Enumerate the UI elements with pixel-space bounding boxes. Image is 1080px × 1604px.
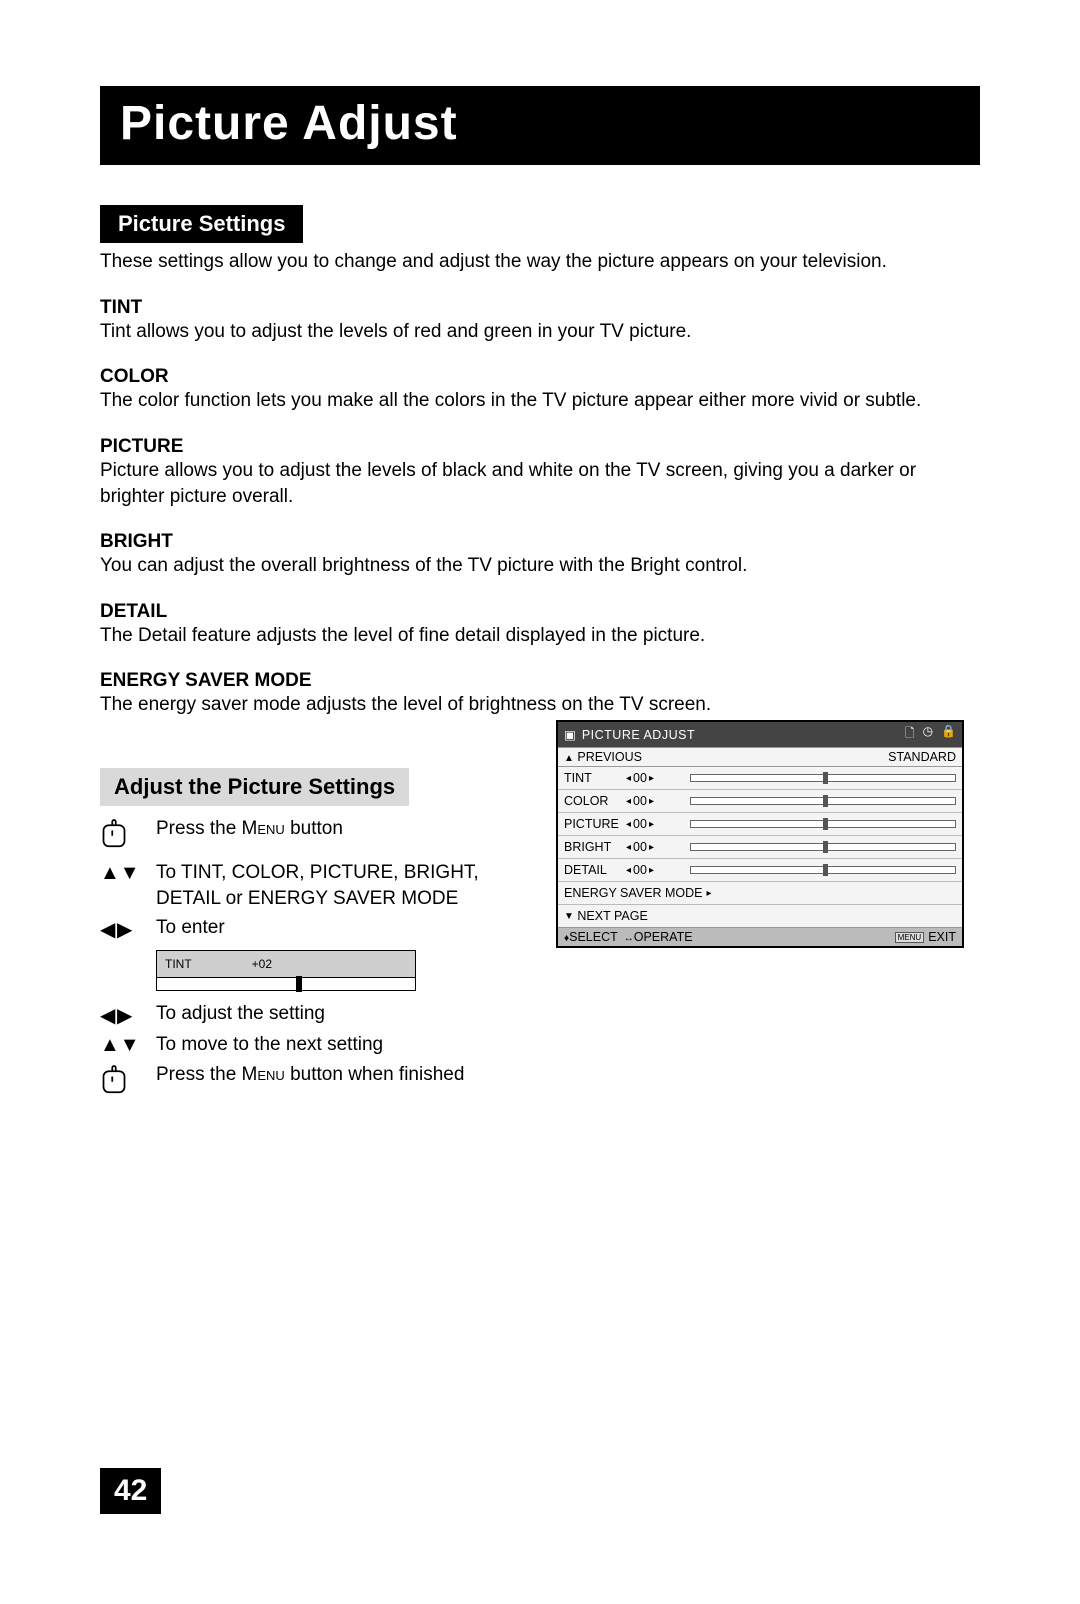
osd-next: NEXT PAGE [577,909,647,923]
step-row: ◀ ▶ To adjust the setting [100,1001,540,1028]
setting-title: PICTURE [100,436,980,458]
tint-slider [156,978,416,991]
audio-icon: 🗋 [905,724,915,745]
setting-title: ENERGY SAVER MODE [100,670,980,692]
t: Press the [156,1064,242,1085]
t: button when finished [285,1064,465,1085]
setting-title: BRIGHT [100,531,980,553]
osd-energy-label: ENERGY SAVER MODE [564,886,702,900]
osd-row-energy: ENERGY SAVER MODE ▸ [558,881,962,904]
page-title: Picture Adjust [120,97,458,150]
step-row: Press the Menu button [100,816,540,856]
setting-desc: The energy saver mode adjusts the level … [100,692,980,718]
step-text: To adjust the setting [156,1001,325,1027]
osd-row-bright: BRIGHT ◂00▸ [558,835,962,858]
osd-slider [690,797,956,805]
osd-row-picture: PICTURE ◂00▸ [558,812,962,835]
setting-desc: Tint allows you to adjust the levels of … [100,319,980,345]
setting-desc: The Detail feature adjusts the level of … [100,623,980,649]
up-down-icon: ▲▼ [100,860,156,885]
osd-footer: ♦SELECT ↔OPERATE MENU EXIT [558,927,962,946]
right-icon: ▸ [706,888,711,899]
osd-standard: STANDARD [888,750,956,764]
osd-label: BRIGHT [564,840,626,854]
setting-title: DETAIL [100,601,980,623]
steps-list: Press the Menu button ▲▼ To TINT, COLOR,… [100,816,540,1102]
step-row: ▲▼ To TINT, COLOR, PICTURE, BRIGHT, DETA… [100,860,540,911]
menu-badge-icon: MENU [895,932,925,943]
setting-bright: BRIGHT You can adjust the overall bright… [100,531,980,579]
osd-label: PICTURE [564,817,626,831]
setting-title: COLOR [100,366,980,388]
osd-label: DETAIL [564,863,626,877]
left-right-icon: ◀ ▶ [100,915,156,942]
osd-row-color: COLOR ◂00▸ [558,789,962,812]
lock-icon: 🔒 [941,724,956,745]
osd-label: TINT [564,771,626,785]
setting-desc: The color function lets you make all the… [100,388,980,414]
t: Menu [242,1064,285,1085]
left-right-icon: ◀ ▶ [100,1001,156,1028]
press-button-icon [100,816,156,856]
section-heading-text: Adjust the Picture Settings [114,774,395,799]
clock-icon: ◷ [923,724,933,745]
osd-row-tint: TINT ◂00▸ [558,766,962,789]
osd-exit: EXIT [928,930,956,944]
up-icon: ▲ [564,753,574,764]
t: Press the [156,818,242,839]
osd-title: PICTURE ADJUST [582,728,695,742]
osd-row-detail: DETAIL ◂00▸ [558,858,962,881]
osd-header: ▣ PICTURE ADJUST 🗋 ◷ 🔒 [558,722,962,747]
step-row: ▲▼ To move to the next setting [100,1032,540,1058]
osd-slider [690,820,956,828]
osd-row-next: ▼ NEXT PAGE [558,904,962,927]
setting-desc: You can adjust the overall brightness of… [100,553,980,579]
setting-desc: Picture allows you to adjust the levels … [100,458,980,509]
tv-icon: ▣ [564,727,576,742]
osd-value: 00 [633,863,647,877]
tint-value: +02 [252,957,272,971]
osd-value: 00 [633,794,647,808]
section-heading-picture-settings: Picture Settings [100,205,303,243]
step-text: To move to the next setting [156,1032,383,1058]
osd-value: 00 [633,771,647,785]
osd-value: 00 [633,840,647,854]
setting-tint: TINT Tint allows you to adjust the level… [100,297,980,345]
section-heading-adjust: Adjust the Picture Settings [100,768,409,806]
step-text: To TINT, COLOR, PICTURE, BRIGHT, DETAIL … [156,860,540,911]
tint-adjust-diagram: TINT +02 [156,950,416,991]
leftright-icon: ↔ [624,933,634,944]
section-intro: These settings allow you to change and a… [100,249,980,275]
osd-slider [690,774,956,782]
step-row: Press the Menu button when finished [100,1062,540,1102]
setting-title: TINT [100,297,980,319]
tint-label: TINT [165,957,192,971]
osd-slider [690,843,956,851]
step-text: To enter [156,915,225,941]
up-down-icon: ▲▼ [100,1032,156,1057]
section-heading-text: Picture Settings [118,211,285,236]
setting-energy-saver: ENERGY SAVER MODE The energy saver mode … [100,670,980,718]
osd-select: SELECT [569,930,618,944]
setting-picture: PICTURE Picture allows you to adjust the… [100,436,980,509]
setting-color: COLOR The color function lets you make a… [100,366,980,414]
press-button-icon [100,1062,156,1102]
osd-header-icons: 🗋 ◷ 🔒 [905,724,956,745]
step-text: Press the Menu button [156,816,343,842]
t: button [285,818,343,839]
osd-label: COLOR [564,794,626,808]
osd-picture-adjust: ▣ PICTURE ADJUST 🗋 ◷ 🔒 ▲ PREVIOUS STANDA… [556,720,964,948]
page-number: 42 [100,1468,161,1514]
down-icon: ▼ [564,911,574,922]
osd-slider [690,866,956,874]
osd-value: 00 [633,817,647,831]
t: Menu [242,818,285,839]
setting-detail: DETAIL The Detail feature adjusts the le… [100,601,980,649]
step-row: ◀ ▶ To enter [100,915,540,942]
step-text: Press the Menu button when finished [156,1062,464,1088]
osd-previous: PREVIOUS [577,750,642,764]
osd-previous-row: ▲ PREVIOUS STANDARD [558,747,962,766]
osd-operate: OPERATE [634,930,693,944]
page-title-bar: Picture Adjust [100,86,980,165]
